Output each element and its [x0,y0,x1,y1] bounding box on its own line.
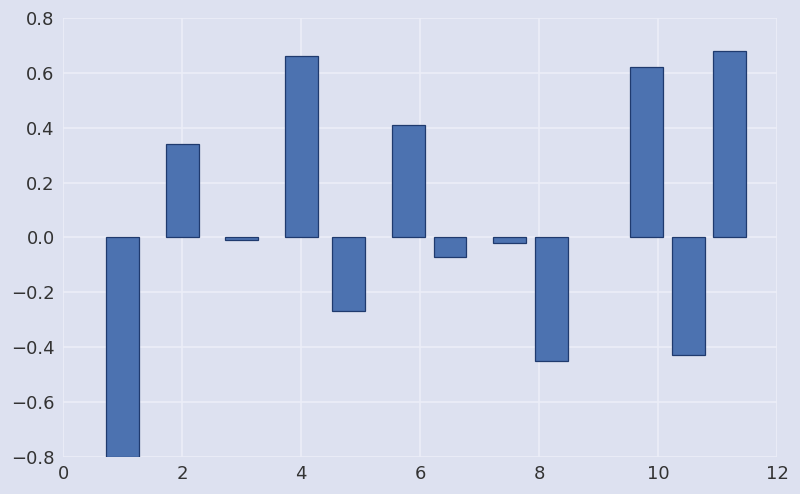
Bar [226,237,258,240]
Bar [285,56,318,237]
Bar [672,237,705,355]
Bar [493,237,526,243]
Bar [392,125,425,237]
Bar [535,237,568,361]
Bar [434,237,466,256]
Bar [333,237,365,311]
Bar [166,144,198,237]
Bar [630,68,663,237]
Bar [714,51,746,237]
Bar [106,237,139,456]
